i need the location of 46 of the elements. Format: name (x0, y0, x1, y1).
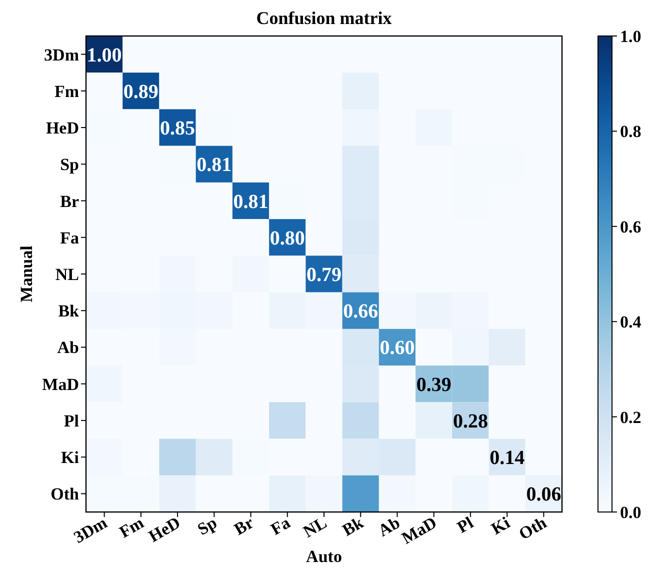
x-tick-label: Fm (116, 513, 147, 542)
x-tick-label: Oth (516, 512, 550, 544)
x-tick-label: Pl (454, 512, 477, 538)
y-tick-label: Fm (54, 82, 79, 101)
data-label: 0.60 (380, 337, 415, 360)
y-tick-label: HeD (46, 118, 79, 138)
y-tick-label: Fa (60, 228, 80, 248)
color-bar-label: 0.4 (620, 312, 642, 332)
color-bar-label: 0.8 (620, 122, 642, 142)
x-tick-label: Br (230, 512, 258, 539)
data-label: 0.79 (306, 264, 342, 286)
y-tick-label: Sp (60, 155, 79, 174)
data-label: 0.39 (416, 374, 452, 396)
x-tick-label: HeD (145, 513, 184, 546)
y-tick-label: MaD (42, 374, 79, 394)
x-tick-label: Ki (488, 512, 514, 538)
y-axis-title: Manual (17, 245, 36, 302)
x-tick-label: NL (300, 513, 330, 542)
x-tick-label: MaD (398, 513, 440, 548)
color-bar-label: 1.0 (620, 27, 642, 46)
data-label: 0.81 (233, 190, 268, 213)
y-tick-label: Bk (58, 302, 80, 321)
x-tick-label: Fa (268, 512, 294, 539)
data-label: 0.06 (526, 484, 562, 506)
color-bar-label: 0.0 (620, 503, 642, 522)
x-axis-title: Auto (306, 547, 342, 566)
y-tick-label: Ki (61, 448, 80, 468)
y-tick-label: Oth (50, 484, 80, 504)
chart-title: Confusion matrix (256, 8, 392, 28)
data-label: 0.80 (270, 227, 305, 250)
data-label: 0.28 (452, 410, 488, 432)
data-label: 0.14 (490, 447, 525, 470)
data-label: 0.81 (196, 154, 232, 176)
data-label: 1.00 (86, 44, 122, 66)
y-tick-label: Br (60, 192, 80, 211)
y-tick-label: 3Dm (44, 45, 79, 64)
data-label: 0.66 (343, 300, 378, 323)
data-label: 0.89 (123, 80, 158, 103)
y-tick-label: NL (55, 265, 79, 284)
data-label: 0.85 (160, 118, 196, 140)
x-tick-label: Bk (339, 512, 368, 540)
y-tick-label: Ab (57, 338, 79, 358)
y-tick-label: Pl (64, 411, 80, 430)
color-bar-label: 0.6 (620, 217, 642, 236)
x-tick-label: Sp (194, 513, 220, 539)
color-bar-label: 0.2 (620, 408, 642, 427)
